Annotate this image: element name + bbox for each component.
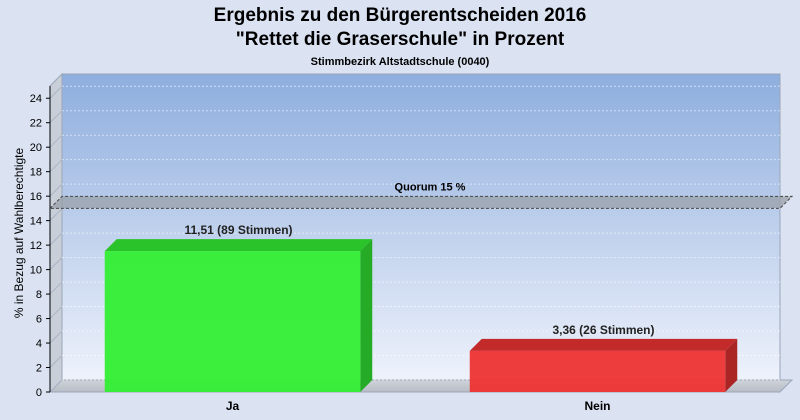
chart-subtitle: Stimmbezirk Altstadtschule (0040) [310,56,490,68]
gridline-side [49,208,63,221]
y-tick-label: 0 [36,387,42,399]
chart-title-block: Ergebnis zu den Bürgerentscheiden 2016 "… [0,4,800,70]
y-axis-label: % in Bezug auf Wahlberechtigte [12,148,26,319]
bar [469,350,726,392]
bar-top [469,338,738,351]
gridline-side [49,355,63,368]
x-tick-label: Ja [226,399,240,413]
gridline-side [49,110,63,124]
bar-top [104,239,373,252]
y-tick-label: 12 [30,240,42,252]
bar [104,251,361,392]
gridline-side [49,232,63,246]
y-tick-label: 20 [30,142,42,154]
y-tick-label: 2 [36,363,42,375]
plot-side-wall [49,72,63,394]
gridline-side [49,330,63,344]
y-tick-label: 18 [30,167,42,179]
y-tick-label: 4 [36,338,42,350]
y-tick-label: 14 [30,216,42,228]
quorum-label: Quorum 15 % [395,181,466,193]
gridline-side [49,306,63,319]
bar-side [360,239,373,392]
gridline-side [49,134,63,148]
gridline-side [49,281,63,295]
x-tick-label: Nein [584,399,610,413]
chart-title-2: "Rettet die Graserschule" in Prozent [235,29,565,50]
y-tick-label: 16 [30,191,42,203]
gridline-side [49,379,63,393]
y-tick-label: 8 [36,289,42,301]
chart-title: Ergebnis zu den Bürgerentscheiden 2016 [213,5,587,26]
data-label: 11,51 (89 Stimmen) [184,223,292,237]
bar-side [725,338,738,392]
quorum-plane [48,195,794,209]
gridline-side [49,159,63,173]
y-tick-label: 6 [36,314,42,326]
y-tick-label: 10 [30,265,42,277]
gridline-side [49,257,63,270]
gridline-side [49,183,63,197]
data-label: 3,36 (26 Stimmen) [552,323,654,337]
y-tick-label: 24 [30,93,42,105]
gridline-side [49,85,63,99]
y-tick-label: 22 [30,118,42,130]
